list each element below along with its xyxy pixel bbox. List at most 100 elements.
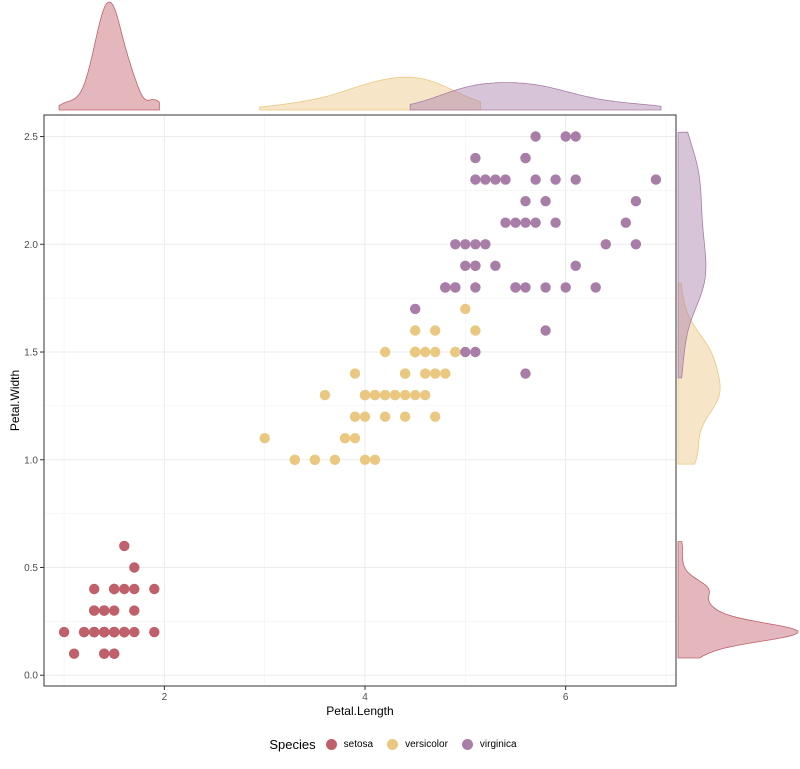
data-point-virginica	[520, 196, 531, 207]
data-point-versicolor	[379, 346, 391, 358]
data-point-virginica	[590, 282, 601, 293]
legend-label-setosa: setosa	[343, 738, 374, 750]
y-tick-label: 0.5	[24, 563, 38, 574]
data-point-virginica	[470, 346, 481, 358]
x-tick-label: 6	[563, 692, 569, 703]
data-point-virginica	[550, 217, 561, 228]
top-density-plot	[58, 1, 662, 111]
data-point-virginica	[510, 217, 521, 228]
data-point-virginica	[460, 260, 471, 271]
data-point-versicolor	[369, 454, 381, 465]
data-point-virginica	[530, 174, 541, 185]
legend: Species setosa versicolor virginica	[0, 732, 800, 756]
data-point-virginica	[470, 260, 481, 271]
legend-key-setosa	[325, 738, 337, 750]
data-point-versicolor	[309, 454, 321, 465]
data-point-virginica	[410, 303, 421, 315]
top-density-setosa	[58, 1, 160, 111]
data-point-virginica	[490, 174, 501, 185]
y-tick-label: 2.0	[24, 240, 38, 251]
data-point-versicolor	[399, 411, 411, 422]
right-density-virginica	[677, 131, 707, 379]
data-point-versicolor	[359, 411, 371, 422]
data-point-virginica	[450, 239, 461, 250]
legend-title: Species	[269, 736, 316, 752]
data-point-versicolor	[410, 389, 421, 401]
data-point-versicolor	[430, 411, 441, 422]
data-point-setosa	[119, 583, 130, 595]
data-point-versicolor	[399, 389, 411, 401]
data-point-virginica	[540, 282, 551, 293]
data-point-versicolor	[329, 454, 341, 465]
data-point-versicolor	[460, 303, 471, 315]
data-point-versicolor	[359, 389, 371, 401]
data-point-setosa	[68, 648, 80, 659]
panel-background	[44, 115, 676, 686]
data-point-setosa	[129, 626, 140, 638]
data-point-versicolor	[450, 346, 461, 358]
top-density-virginica	[409, 82, 662, 111]
data-point-versicolor	[410, 346, 421, 358]
right-density-setosa	[677, 541, 799, 659]
panel-frame	[43, 114, 677, 687]
data-point-setosa	[129, 583, 140, 595]
legend-item-setosa: setosa	[325, 738, 374, 750]
data-point-versicolor	[319, 389, 331, 401]
data-point-virginica	[530, 131, 541, 142]
data-point-virginica	[620, 217, 631, 228]
data-point-setosa	[58, 626, 70, 638]
top-density-versicolor	[259, 76, 481, 111]
data-point-versicolor	[369, 389, 381, 401]
data-point-setosa	[149, 626, 160, 638]
data-point-setosa	[89, 605, 100, 616]
data-point-virginica	[470, 282, 481, 293]
data-point-setosa	[109, 583, 120, 595]
data-point-virginica	[480, 174, 491, 185]
data-point-setosa	[78, 626, 90, 638]
data-point-virginica	[470, 239, 481, 250]
x-axis-title: Petal.Length	[326, 704, 393, 718]
data-point-virginica	[520, 217, 531, 228]
data-point-virginica	[540, 196, 551, 207]
data-point-versicolor	[379, 411, 391, 422]
data-point-virginica	[530, 217, 541, 228]
data-point-virginica	[600, 239, 611, 250]
data-point-setosa	[99, 626, 110, 638]
y-axis-title: Petal.Width	[8, 370, 22, 431]
legend-label-versicolor: versicolor	[405, 738, 448, 750]
data-point-versicolor	[349, 368, 361, 379]
y-tick-label: 0.0	[24, 671, 38, 682]
data-point-virginica	[500, 174, 511, 185]
y-tick-label: 1.5	[24, 348, 38, 359]
data-point-setosa	[89, 626, 100, 638]
data-point-virginica	[520, 282, 531, 293]
data-point-versicolor	[470, 325, 481, 336]
data-point-virginica	[510, 282, 521, 293]
y-axis-ticks: 0.0 0.5 1.0 1.5 2.0 2.5	[24, 132, 44, 682]
panel-border	[43, 114, 677, 687]
data-point-virginica	[570, 260, 581, 271]
data-point-versicolor	[389, 389, 401, 401]
data-point-setosa	[129, 605, 140, 616]
data-point-setosa	[99, 605, 110, 616]
legend-label-virginica: virginica	[479, 738, 517, 750]
data-point-versicolor	[379, 389, 391, 401]
data-point-setosa	[129, 562, 140, 573]
data-point-virginica	[560, 131, 571, 142]
data-point-virginica	[630, 196, 642, 207]
legend-key-virginica	[461, 738, 473, 750]
data-point-virginica	[630, 239, 642, 250]
legend-item-versicolor: versicolor	[387, 738, 448, 750]
data-point-versicolor	[430, 368, 441, 379]
y-tick-label: 2.5	[24, 132, 38, 143]
data-point-virginica	[650, 174, 662, 185]
data-point-virginica	[440, 282, 451, 293]
data-point-versicolor	[349, 411, 361, 422]
data-point-virginica	[470, 174, 481, 185]
data-point-virginica	[550, 174, 561, 185]
data-point-virginica	[540, 325, 551, 336]
legend-key-versicolor	[387, 738, 399, 750]
data-point-virginica	[570, 131, 581, 142]
data-point-versicolor	[339, 433, 351, 444]
data-point-versicolor	[430, 325, 441, 336]
